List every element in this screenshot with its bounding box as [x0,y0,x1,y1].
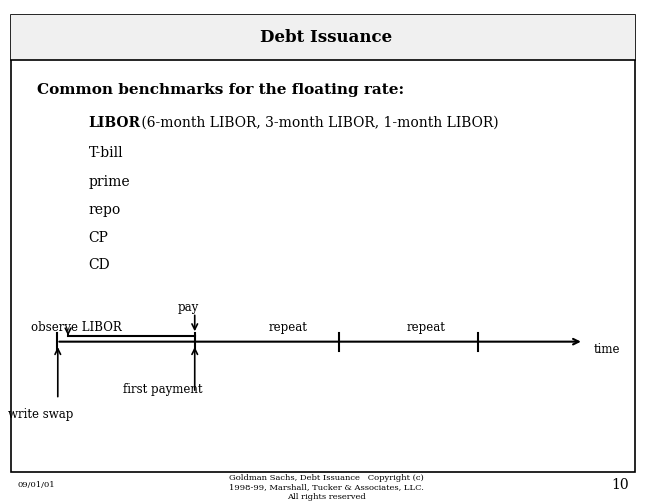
Text: repeat: repeat [407,321,446,334]
Text: repo: repo [89,203,121,217]
Text: repeat: repeat [268,321,307,334]
Text: prime: prime [89,175,130,189]
Text: Goldman Sachs, Debt Issuance   Copyright (c)
1998-99, Marshall, Tucker & Associa: Goldman Sachs, Debt Issuance Copyright (… [229,474,424,500]
Text: CD: CD [89,258,110,272]
Text: CP: CP [89,231,108,244]
Text: T-bill: T-bill [89,146,123,160]
Text: 09/01/01: 09/01/01 [18,481,56,489]
Text: write swap: write swap [8,408,73,421]
Text: time: time [594,343,620,356]
Text: Common benchmarks for the floating rate:: Common benchmarks for the floating rate: [37,84,404,97]
FancyBboxPatch shape [12,15,635,472]
Text: (6-month LIBOR, 3-month LIBOR, 1-month LIBOR): (6-month LIBOR, 3-month LIBOR, 1-month L… [137,116,498,130]
Text: first payment: first payment [123,383,202,396]
Text: pay: pay [178,301,199,314]
Text: Debt Issuance: Debt Issuance [260,29,393,46]
FancyBboxPatch shape [12,15,635,60]
Text: 10: 10 [611,478,629,492]
Text: observe LIBOR: observe LIBOR [31,321,122,334]
Text: LIBOR: LIBOR [89,116,141,130]
